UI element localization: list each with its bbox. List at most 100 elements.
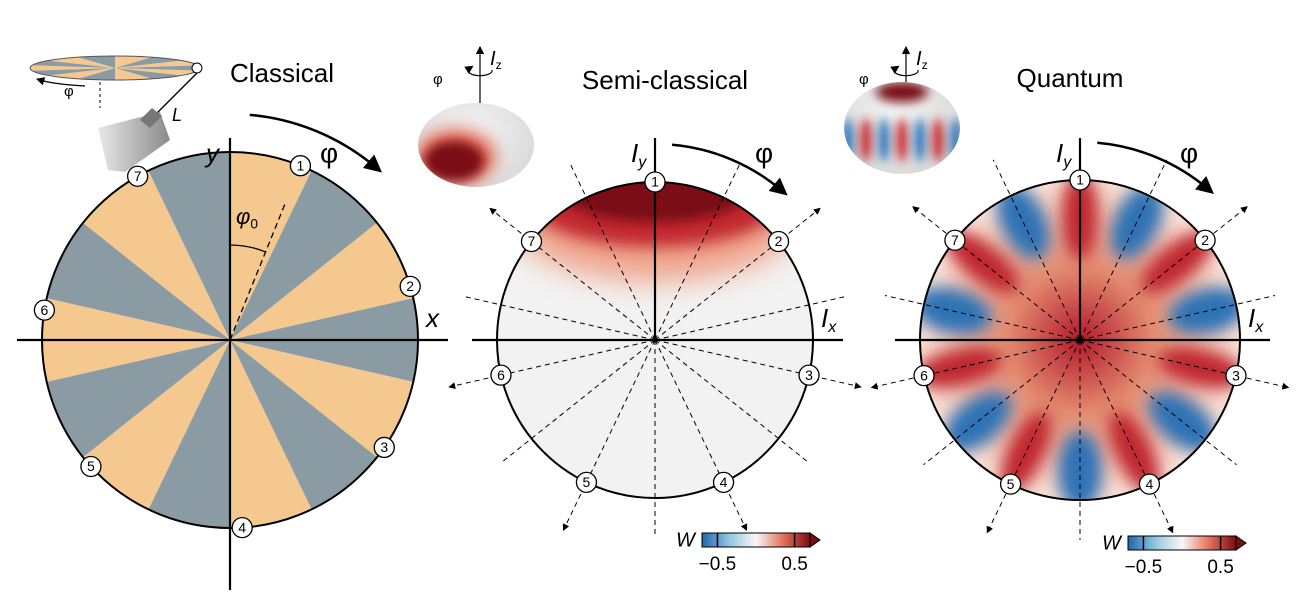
x-axis-label: x — [424, 303, 440, 333]
inset-axis-label-subscript: z — [922, 58, 928, 72]
rotation-arrow — [671, 143, 788, 196]
x-axis-label-symbol: I — [821, 303, 828, 333]
dashed-line — [1079, 339, 1290, 390]
marker — [126, 165, 149, 187]
marker-label: 1 — [1076, 172, 1084, 188]
disc-sector — [32, 68, 115, 76]
inset-rotation: φ — [64, 83, 74, 100]
y-axis-label-symbol: I — [1056, 138, 1063, 168]
red-lobe — [945, 230, 1020, 294]
marker-label: 2 — [1201, 232, 1209, 248]
red-lobe — [1000, 411, 1052, 494]
marker — [231, 516, 253, 539]
disc-sector — [115, 57, 182, 68]
panel-title: Semi-classical — [582, 65, 748, 95]
inset-axis-label-symbol: I — [490, 48, 496, 70]
sector — [46, 340, 230, 458]
sector — [230, 222, 414, 340]
sphere-stripe — [914, 118, 926, 162]
disc-arrow — [35, 77, 86, 87]
red-lobe — [920, 347, 1003, 388]
dashed-line — [489, 207, 656, 341]
y-axis-label: Iy — [631, 138, 647, 171]
sector — [230, 170, 377, 340]
inset-rotation: φ — [859, 71, 869, 88]
dashed-line — [448, 339, 656, 390]
marker — [944, 229, 966, 251]
marker-label: 1 — [297, 157, 305, 173]
marker — [798, 364, 820, 386]
x-axis-label: Ix — [1248, 303, 1264, 336]
dashed-line — [654, 339, 810, 464]
marker-label: 4 — [1146, 476, 1154, 492]
sphere-core — [424, 141, 484, 181]
inset-arrow — [890, 65, 919, 77]
marker-label: 6 — [497, 367, 505, 383]
rotation-label: φ — [755, 137, 773, 168]
marker — [490, 364, 512, 386]
dashed-line — [912, 206, 1081, 341]
sector — [83, 340, 230, 510]
disc-sector — [115, 60, 198, 68]
rotation-label: φ — [1180, 137, 1198, 168]
marker-label: 4 — [720, 474, 728, 490]
inset-axis-label-symbol: I — [916, 48, 922, 70]
sector — [230, 340, 414, 458]
blue-lobe — [1110, 184, 1164, 260]
disc-sector — [78, 56, 115, 68]
x-axis-label-subscript: x — [827, 318, 837, 336]
blue-lobe — [1168, 287, 1240, 335]
y-axis-label-symbol: I — [631, 138, 638, 168]
dashed-line — [229, 203, 286, 341]
marker — [373, 436, 395, 459]
y-axis-label: y — [204, 138, 221, 168]
y-axis-label-subscript: y — [637, 153, 647, 171]
marker-label: 1 — [651, 174, 659, 190]
marker-label: 6 — [920, 367, 928, 383]
sphere-stripe — [860, 118, 872, 162]
marker — [1069, 169, 1091, 191]
length-label: L — [172, 105, 182, 125]
panel-title: Classical — [230, 58, 334, 88]
disc-sector — [30, 65, 115, 71]
marker-label: 5 — [583, 474, 591, 490]
blue-lobe — [943, 391, 1012, 453]
dashed-line — [884, 295, 1081, 341]
disc-sector — [48, 68, 115, 79]
dashed-line — [500, 339, 656, 464]
colorbar — [701, 532, 811, 548]
angle-label: φ0 — [236, 204, 258, 231]
panel-title: Quantum — [1017, 63, 1124, 93]
marker-label: 4 — [238, 519, 246, 535]
inset-rotation: φ — [433, 71, 443, 88]
colorbar-extend — [809, 532, 821, 548]
dashed-line — [1079, 339, 1174, 534]
dashed-line — [992, 159, 1081, 341]
sector — [46, 222, 230, 340]
colorbar-tick-label: −0.5 — [1125, 557, 1163, 578]
marker — [33, 299, 56, 321]
marker-label: 7 — [134, 168, 142, 184]
marker — [399, 275, 421, 298]
dashed-line — [654, 339, 748, 532]
colorbar-tick-label: −0.5 — [699, 554, 737, 575]
dashed-line — [654, 295, 848, 341]
disc-sector — [32, 60, 115, 68]
dashed-line — [654, 339, 862, 390]
x-axis-label: Ix — [821, 303, 837, 336]
sphere-stripe — [932, 118, 944, 162]
marker — [913, 364, 935, 387]
marker — [712, 471, 735, 494]
x-axis-label-symbol: I — [1248, 303, 1255, 333]
disc-sector — [48, 57, 115, 68]
y-axis-label: Iy — [1056, 138, 1072, 171]
marker — [1138, 473, 1161, 495]
inset-axis-label-subscript: z — [496, 58, 502, 72]
marker — [520, 230, 543, 253]
colorbar — [1127, 535, 1237, 551]
sector — [230, 340, 377, 510]
marker-label: 2 — [406, 278, 414, 294]
sector — [230, 152, 312, 340]
y-axis-label-subscript: y — [1062, 153, 1072, 171]
marker — [767, 230, 790, 253]
